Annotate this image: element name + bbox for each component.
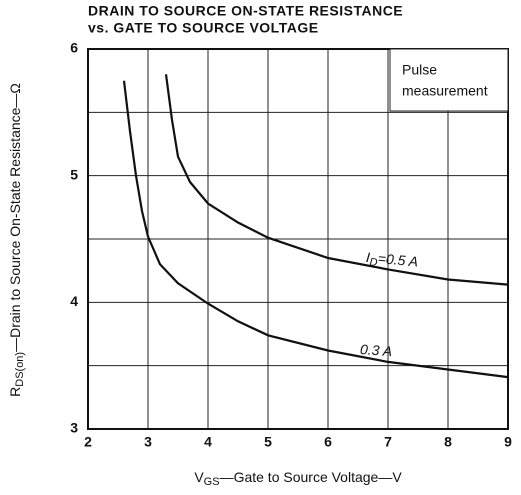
chart-subtitle: vs. GATE TO SOURCE VOLTAGE xyxy=(88,20,319,36)
annotation-box xyxy=(389,48,509,112)
x-tick-label: 3 xyxy=(144,434,152,450)
y-axis-label-rest: —Drain to Source On-State Resistance—Ω xyxy=(7,83,23,352)
y-tick-label: 3 xyxy=(70,420,78,436)
x-axis-label: VGS—Gate to Source Voltage—V xyxy=(194,469,402,488)
y-tick-label: 6 xyxy=(70,40,78,56)
x-tick-label: 7 xyxy=(384,434,392,450)
chart-title: DRAIN TO SOURCE ON-STATE RESISTANCE xyxy=(88,3,403,19)
series-label-main: 0.3 A xyxy=(360,341,393,359)
y-tick-label: 4 xyxy=(70,293,78,309)
x-axis-label-sub: GS xyxy=(204,476,220,488)
x-tick-label: 2 xyxy=(84,434,92,450)
x-tick-label: 6 xyxy=(324,434,332,450)
x-tick-label: 8 xyxy=(444,434,452,450)
line-series xyxy=(164,74,509,286)
x-axis-label-main: V xyxy=(194,469,204,485)
annotation-text: Pulse xyxy=(402,62,437,78)
y-axis-label: RDS(on)—Drain to Source On-State Resista… xyxy=(7,83,26,397)
series-label: 0.3 A xyxy=(360,341,393,359)
y-axis-label-main: R xyxy=(7,387,23,397)
x-tick-label: 9 xyxy=(504,434,512,450)
series-label-sub: D xyxy=(369,256,378,269)
series-label-main: I xyxy=(365,249,370,265)
x-tick-label: 4 xyxy=(204,434,212,450)
annotation-text: measurement xyxy=(402,83,488,99)
series-label-rest: =0.5 A xyxy=(377,250,419,269)
plot-frame xyxy=(87,48,509,430)
line-series xyxy=(122,80,509,379)
x-tick-label: 5 xyxy=(264,434,272,450)
series-label: ID=0.5 A xyxy=(365,249,419,273)
y-tick-label: 5 xyxy=(70,166,78,182)
y-axis-label-sub: DS(on) xyxy=(14,352,26,387)
x-axis-label-rest: —Gate to Source Voltage—V xyxy=(220,469,403,485)
